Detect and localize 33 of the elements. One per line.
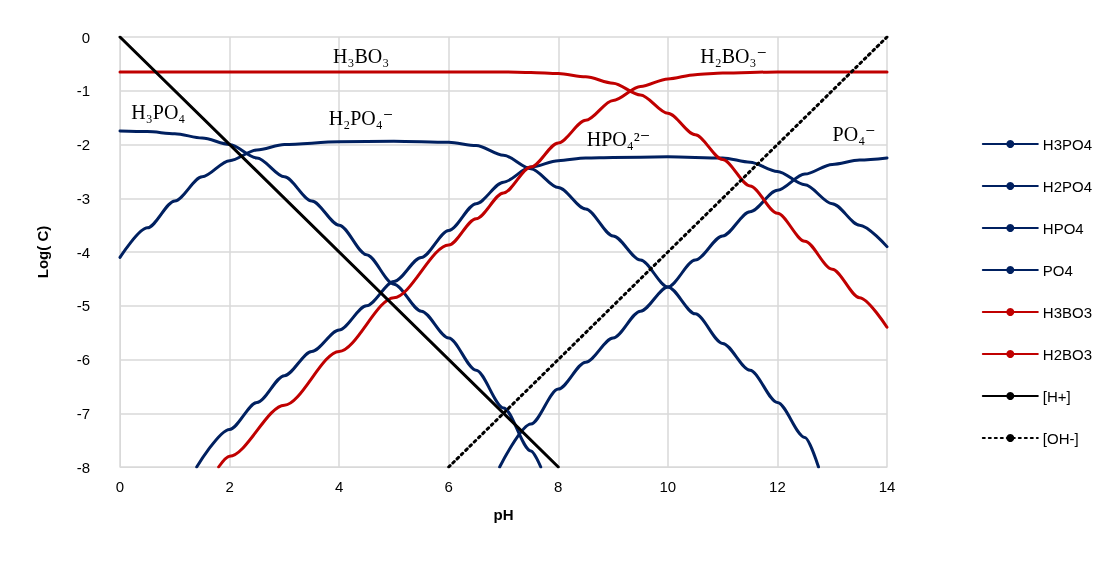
legend-label: H2PO4 xyxy=(1042,177,1093,195)
y-tick-label: -1 xyxy=(76,82,90,100)
y-tick-label: 0 xyxy=(81,28,90,46)
x-tick-label: 0 xyxy=(115,478,125,495)
x-tick-label: 10 xyxy=(659,478,677,495)
legend-label: HPO4 xyxy=(1042,219,1084,237)
x-tick-label: 6 xyxy=(444,478,453,495)
legend-label: H2BO3 xyxy=(1042,345,1093,363)
legend-label: H3PO4 xyxy=(1042,135,1093,153)
x-tick-label: 2 xyxy=(225,478,234,495)
legend-label: [H+] xyxy=(1042,387,1071,405)
y-tick-label: -3 xyxy=(76,189,90,207)
annotation: HPO₄²⁻ xyxy=(586,128,651,151)
y-tick-label: -2 xyxy=(76,136,90,153)
annotation: PO₄⁻ xyxy=(832,122,876,145)
y-tick-label: -7 xyxy=(76,404,90,422)
y-tick-label: -8 xyxy=(76,458,90,476)
y-axis-title: Log( C) xyxy=(34,225,51,279)
x-axis-title: pH xyxy=(493,506,514,523)
y-tick-label: -4 xyxy=(76,243,90,261)
legend-label: H3BO3 xyxy=(1042,303,1093,321)
annotation: H₂PO₄⁻ xyxy=(328,106,394,129)
y-tick-label: -6 xyxy=(76,351,90,368)
legend-label: [OH-] xyxy=(1042,429,1079,447)
x-tick-label: 8 xyxy=(554,478,563,495)
y-tick-label: -5 xyxy=(76,297,90,315)
x-tick-label: 4 xyxy=(334,478,344,495)
annotation: H₃BO₃ xyxy=(332,44,390,67)
x-tick-label: 14 xyxy=(878,478,896,495)
legend-label: PO4 xyxy=(1042,261,1073,279)
x-tick-label: 12 xyxy=(769,478,786,495)
annotation: H₃PO₄ xyxy=(131,101,186,124)
annotation: H₂BO₃⁻ xyxy=(700,44,767,67)
